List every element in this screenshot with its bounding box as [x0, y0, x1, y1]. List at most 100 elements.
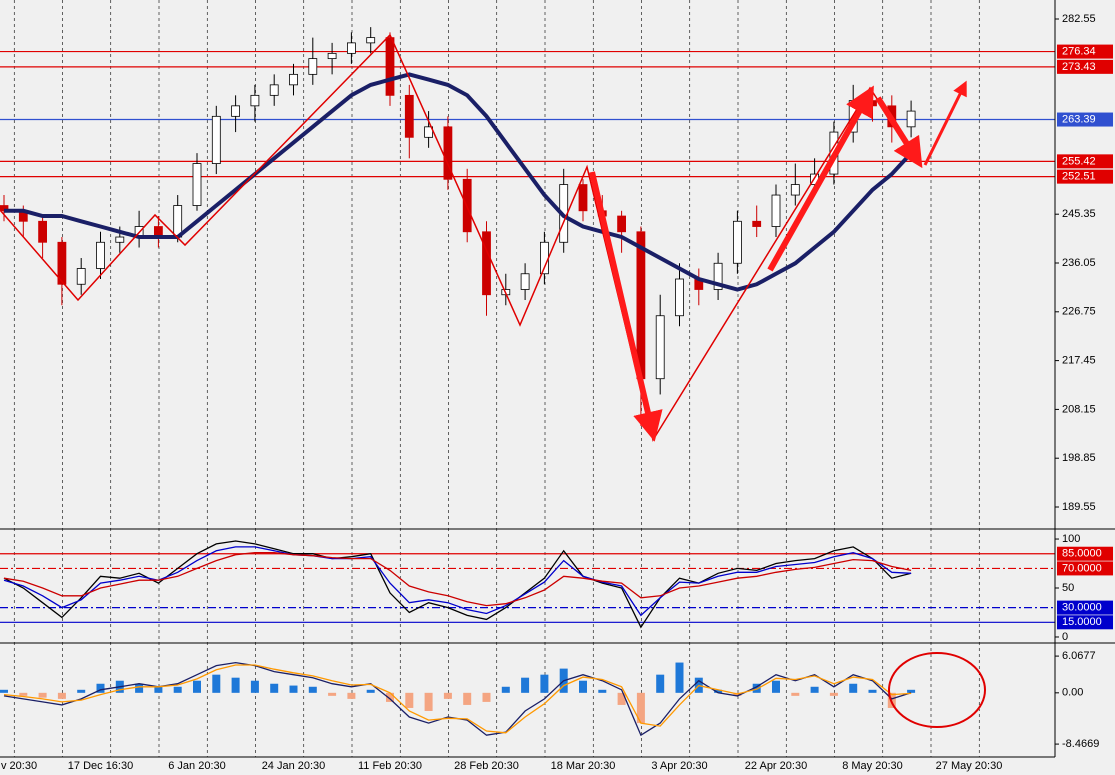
- zigzag: [0, 33, 921, 442]
- candle-body: [115, 236, 125, 243]
- candle-body: [327, 52, 337, 60]
- histogram-bar: [540, 674, 549, 693]
- histogram-bar: [96, 683, 105, 693]
- candle-body: [57, 241, 67, 285]
- level-box: [1057, 169, 1113, 184]
- histogram-bar: [772, 680, 780, 693]
- series-line: [3, 664, 912, 734]
- y-tick-label: -8.4669: [1062, 738, 1099, 750]
- histogram-bar: [443, 692, 452, 699]
- candle-body: [906, 110, 916, 128]
- candle-body: [38, 220, 47, 243]
- histogram-bar: [752, 683, 761, 693]
- level-box: [1057, 615, 1113, 630]
- series-line: [3, 540, 912, 629]
- histogram-bar: [636, 692, 645, 724]
- y-tick-label: 208.15: [1062, 403, 1096, 415]
- candle-body: [211, 115, 221, 164]
- histogram-bar: [77, 689, 86, 693]
- candle-body: [733, 220, 742, 264]
- level-label: 85.0000: [1062, 548, 1102, 560]
- histogram-bar: [675, 662, 684, 693]
- candle-body: [76, 268, 86, 285]
- series-line: [3, 552, 912, 607]
- histogram-bar: [193, 680, 201, 693]
- candle-body: [617, 215, 626, 233]
- histogram-bar: [714, 689, 723, 693]
- level-box: [1057, 546, 1113, 561]
- candle-body: [385, 37, 395, 96]
- level-label: 15.0000: [1062, 616, 1102, 628]
- plot-area: [0, 0, 1055, 757]
- y-tick-label: 0: [1062, 631, 1068, 643]
- candle-body: [752, 220, 762, 227]
- histogram-bar: [231, 677, 240, 693]
- candle-body: [482, 231, 491, 296]
- candle-body: [269, 84, 279, 96]
- histogram-bar: [173, 686, 182, 693]
- histogram-bar: [829, 692, 838, 696]
- x-tick-label: 22 Apr 20:30: [745, 760, 807, 772]
- candle-body: [675, 278, 684, 317]
- candle-body: [713, 262, 723, 290]
- histogram-bar: [405, 692, 414, 708]
- y-tick-label: 6.0677: [1062, 650, 1096, 662]
- histogram-bar: [366, 689, 375, 693]
- annotations: [0, 33, 986, 728]
- x-tick-label: 28 Feb 20:30: [454, 760, 519, 772]
- candle-body: [192, 163, 202, 206]
- arrow: [767, 85, 874, 272]
- level-box: [1057, 600, 1113, 615]
- histogram-bar: [212, 674, 221, 693]
- histogram-bar: [154, 686, 163, 693]
- x-tick-label: 3 Apr 20:30: [651, 760, 707, 772]
- y-tick-label: 50: [1062, 582, 1074, 594]
- x-tick-label: 18 Mar 20:30: [551, 760, 616, 772]
- y-tick-label: 217.45: [1062, 355, 1096, 367]
- histogram-bar: [347, 692, 356, 699]
- x-tick-label: 17 Dec 16:30: [68, 760, 133, 772]
- histogram-bar: [463, 692, 472, 705]
- candle-body: [578, 184, 588, 212]
- highlight-circle: [888, 652, 986, 728]
- candle-body: [231, 105, 241, 117]
- y-tick-label: 189.55: [1062, 501, 1096, 513]
- candle-body: [346, 42, 356, 54]
- candle-body: [636, 231, 646, 380]
- histogram-bar: [617, 692, 626, 705]
- arrow: [875, 96, 923, 169]
- histogram-bar: [135, 683, 144, 693]
- level-label: 252.51: [1062, 171, 1096, 183]
- y-tick-label: 100: [1062, 533, 1080, 545]
- y-tick-label: 236.05: [1062, 257, 1096, 269]
- histogram-bar: [328, 692, 337, 696]
- histogram-bar: [868, 689, 877, 693]
- histogram-bar: [38, 692, 47, 698]
- candle-body: [520, 273, 530, 290]
- histogram-bar: [598, 689, 607, 693]
- histogram-bar: [386, 692, 394, 702]
- x-tick-label: 11 Feb 20:30: [358, 760, 422, 772]
- histogram-bar: [482, 692, 491, 702]
- histogram-bar: [19, 692, 28, 696]
- candle-body: [790, 184, 800, 196]
- histogram-bar: [289, 685, 298, 693]
- histogram-bar: [308, 686, 317, 693]
- y-tick-label: 245.35: [1062, 208, 1096, 220]
- histogram-bar: [579, 680, 587, 693]
- candle-body: [366, 37, 376, 44]
- level-box: [1057, 44, 1113, 59]
- histogram-bar: [250, 680, 259, 693]
- x-tick-label: 27 May 20:30: [936, 760, 1003, 772]
- histogram-bar: [656, 674, 665, 693]
- histogram-bar: [57, 692, 66, 699]
- histogram-bar: [501, 686, 510, 693]
- candle-body: [655, 315, 665, 380]
- x-tick-label: 24 Jan 20:30: [262, 760, 326, 772]
- candle-body: [404, 94, 414, 138]
- level-box: [1057, 154, 1113, 169]
- level-label: 263.39: [1062, 113, 1096, 125]
